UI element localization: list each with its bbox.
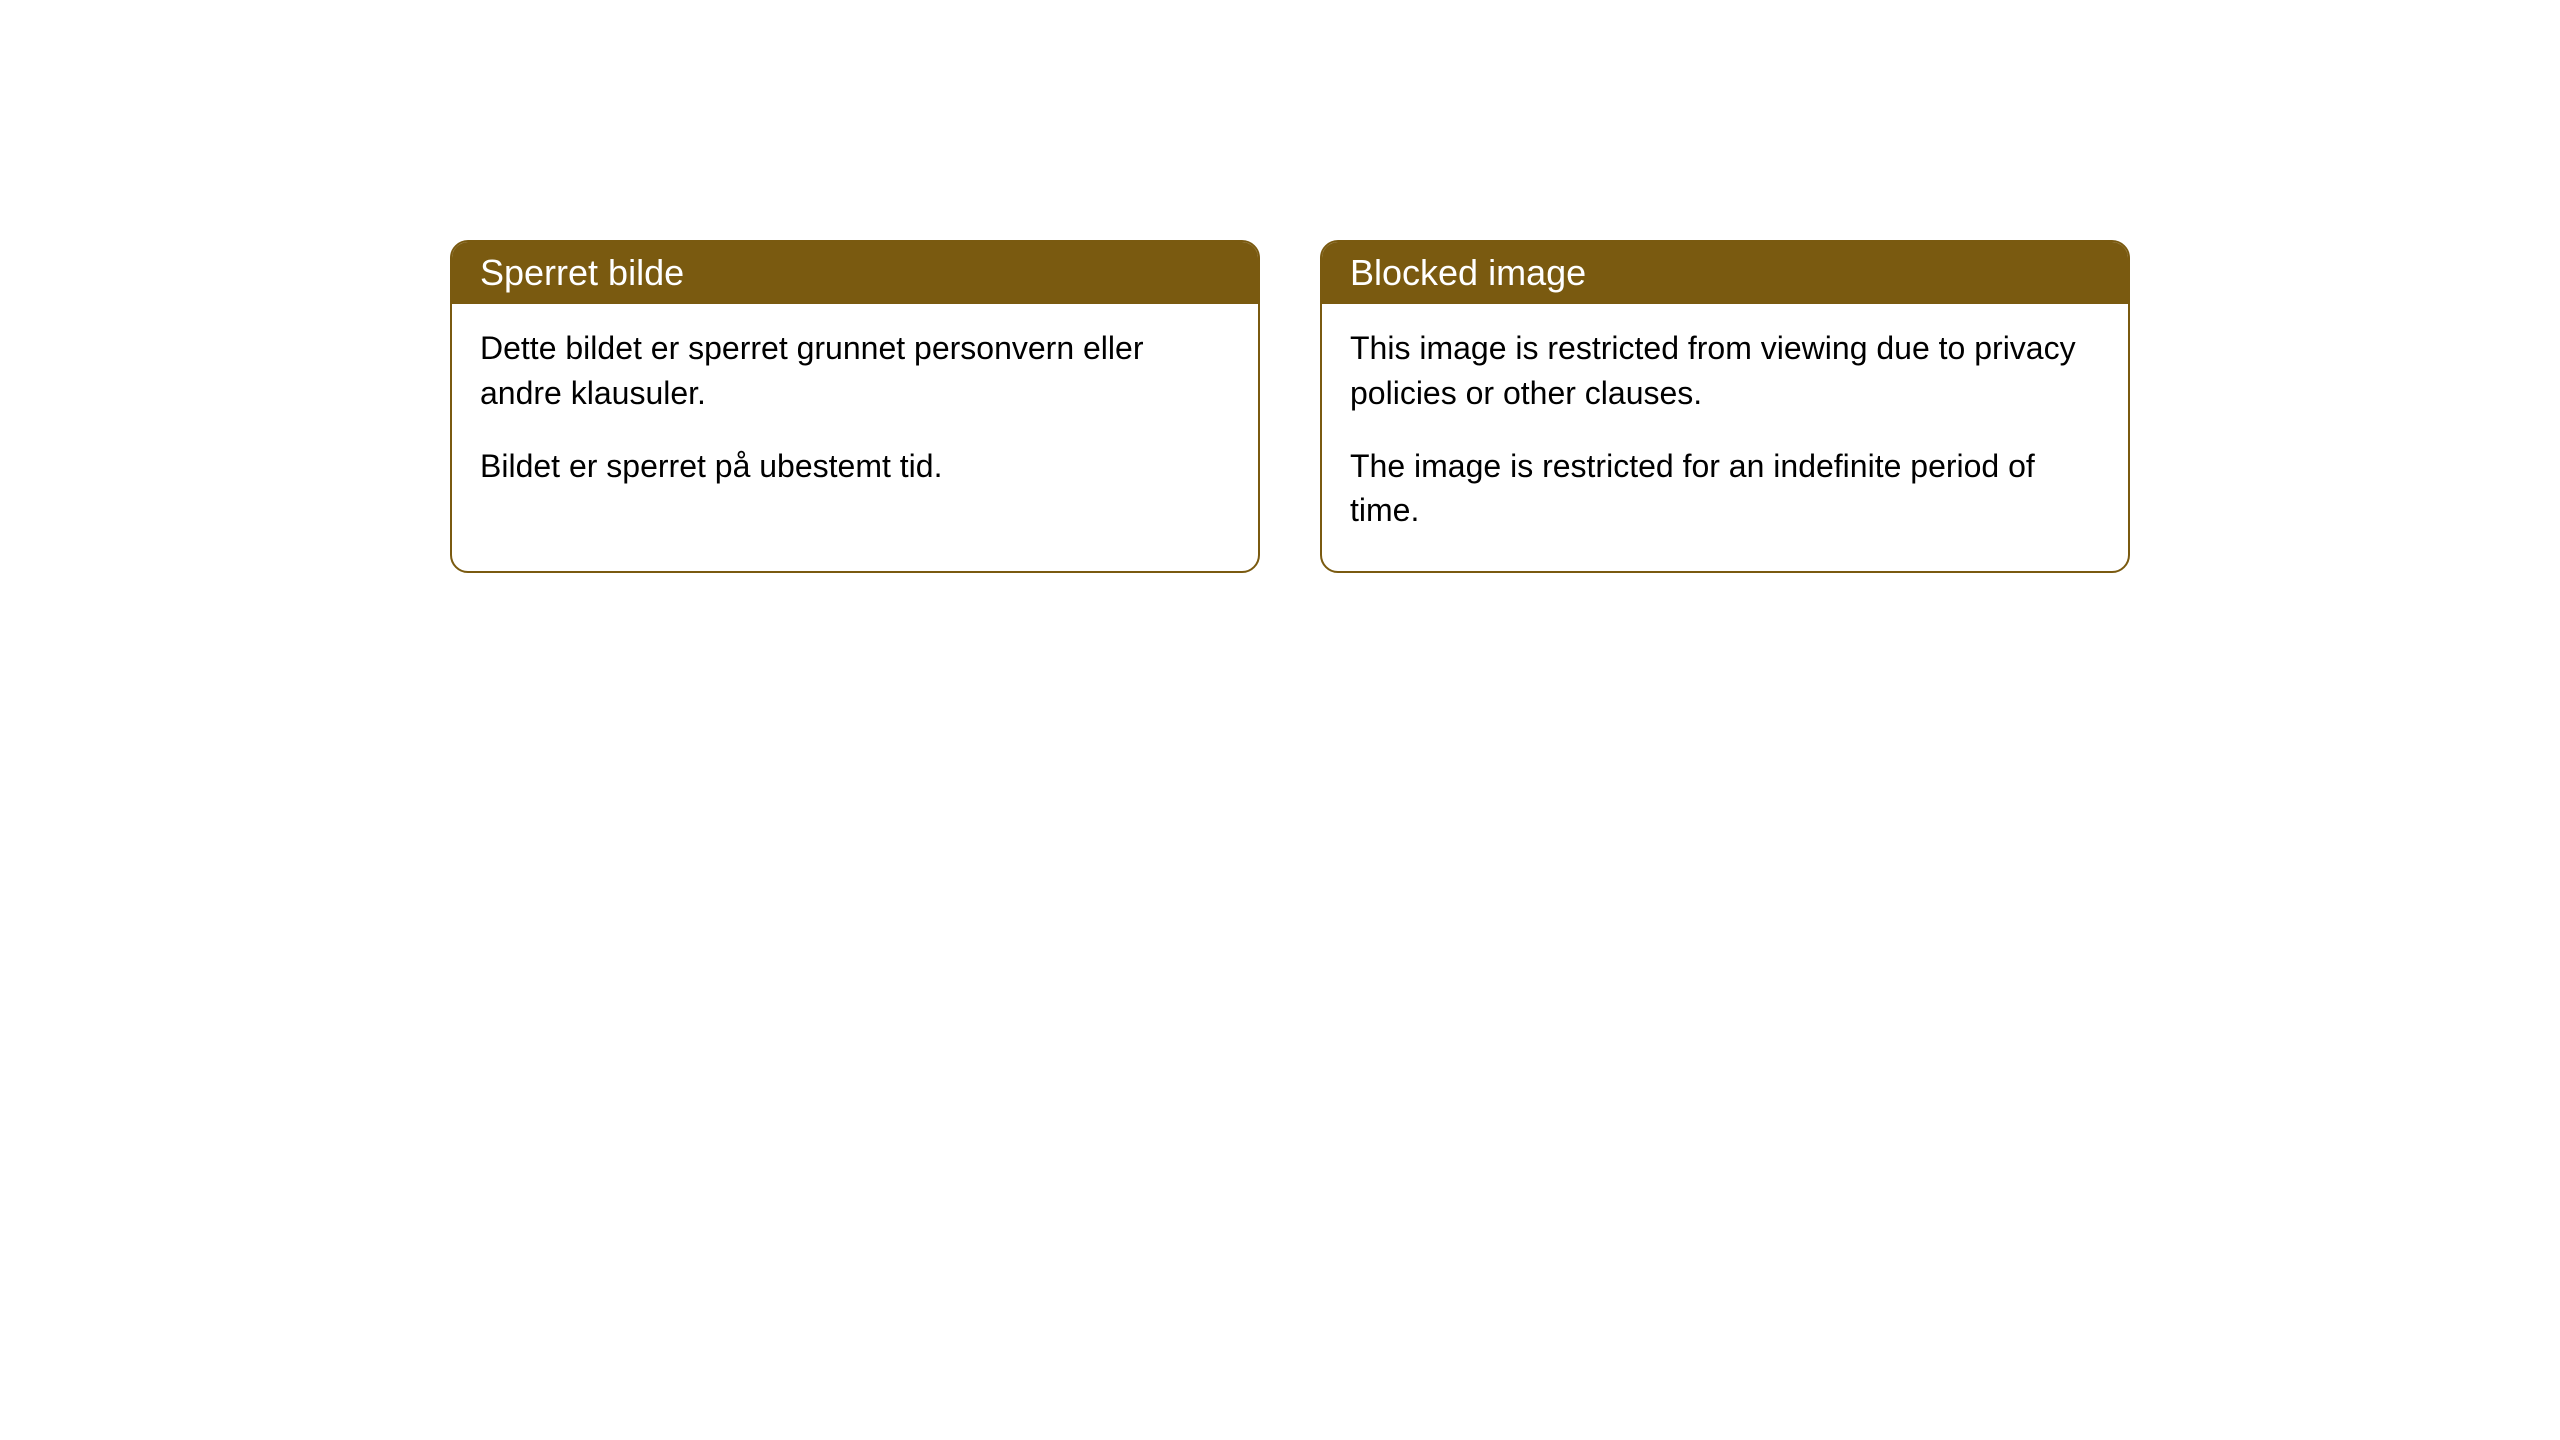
card-paragraph-2: Bildet er sperret på ubestemt tid. bbox=[480, 444, 1230, 489]
card-paragraph-2: The image is restricted for an indefinit… bbox=[1350, 444, 2100, 534]
card-body: Dette bildet er sperret grunnet personve… bbox=[452, 304, 1258, 526]
card-paragraph-1: This image is restricted from viewing du… bbox=[1350, 326, 2100, 416]
card-header: Sperret bilde bbox=[452, 242, 1258, 304]
blocked-image-card-english: Blocked image This image is restricted f… bbox=[1320, 240, 2130, 573]
card-body: This image is restricted from viewing du… bbox=[1322, 304, 2128, 571]
card-header: Blocked image bbox=[1322, 242, 2128, 304]
cards-container: Sperret bilde Dette bildet er sperret gr… bbox=[450, 240, 2130, 573]
card-paragraph-1: Dette bildet er sperret grunnet personve… bbox=[480, 326, 1230, 416]
blocked-image-card-norwegian: Sperret bilde Dette bildet er sperret gr… bbox=[450, 240, 1260, 573]
